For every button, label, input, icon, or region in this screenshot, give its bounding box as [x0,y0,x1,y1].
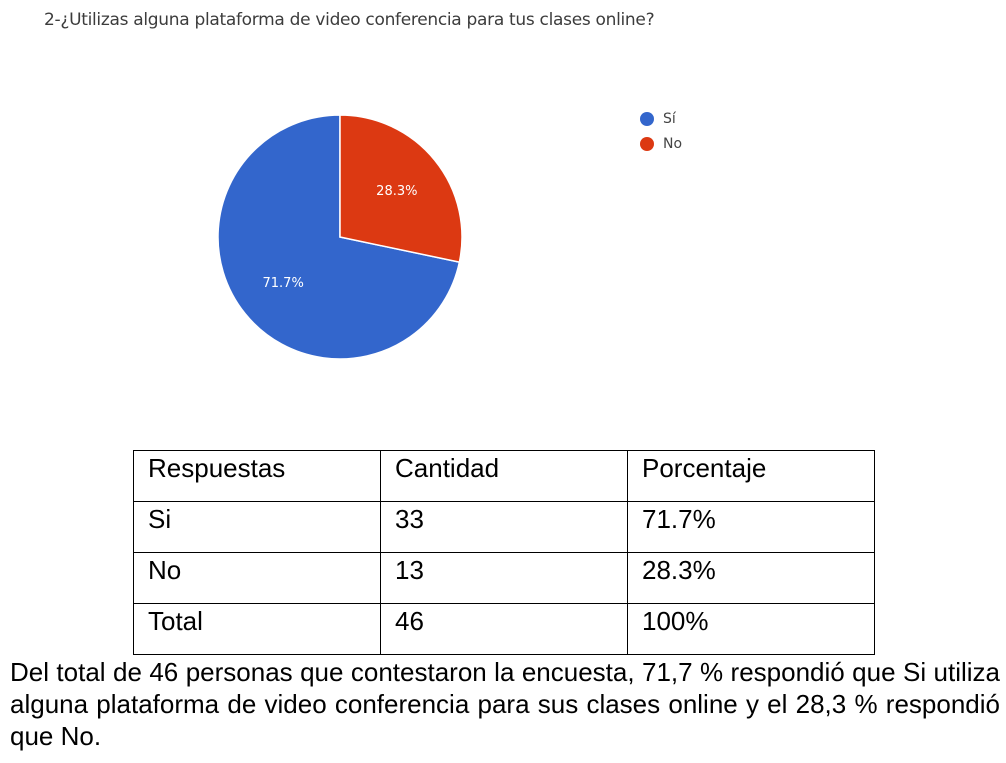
table-row: Total 46 100% [133,603,875,655]
table-cell: 71.7% [627,501,875,553]
table-cell: Total [133,603,381,655]
pie-label-no: 28.3% [376,184,417,199]
legend-label-si: Sí [663,110,676,127]
chart-legend: Sí No [640,106,682,156]
legend-swatch-no [640,136,654,151]
legend-item-si[interactable]: Sí [640,106,682,131]
question-title: 2-¿Utilizas alguna plataforma de video c… [44,10,655,30]
table-row: Si 33 71.7% [133,501,875,553]
summary-paragraph: Del total de 46 personas que contestaron… [10,657,1000,751]
table-cell: 13 [380,552,628,604]
table-cell: 28.3% [627,552,875,604]
table-header-cell: Porcentaje [627,450,875,502]
legend-swatch-si [640,111,654,126]
pie-slice-no[interactable] [339,114,463,264]
table-cell: 46 [380,603,628,655]
table-header-cell: Cantidad [380,450,628,502]
pie-label-si: 71.7% [263,276,304,291]
table-header-cell: Respuestas [133,450,381,502]
table-header-row: Respuestas Cantidad Porcentaje [133,450,875,502]
legend-label-no: No [663,135,683,152]
results-table: Respuestas Cantidad Porcentaje Si 33 71.… [133,450,875,655]
table-cell: 100% [627,603,875,655]
table-cell: Si [133,501,381,553]
pie-chart: 71.7% 28.3% [217,114,463,360]
table-cell: 33 [380,501,628,553]
table-cell: No [133,552,381,604]
pie-slice-si[interactable] [217,114,461,360]
legend-item-no[interactable]: No [640,131,682,156]
table-row: No 13 28.3% [133,552,875,604]
